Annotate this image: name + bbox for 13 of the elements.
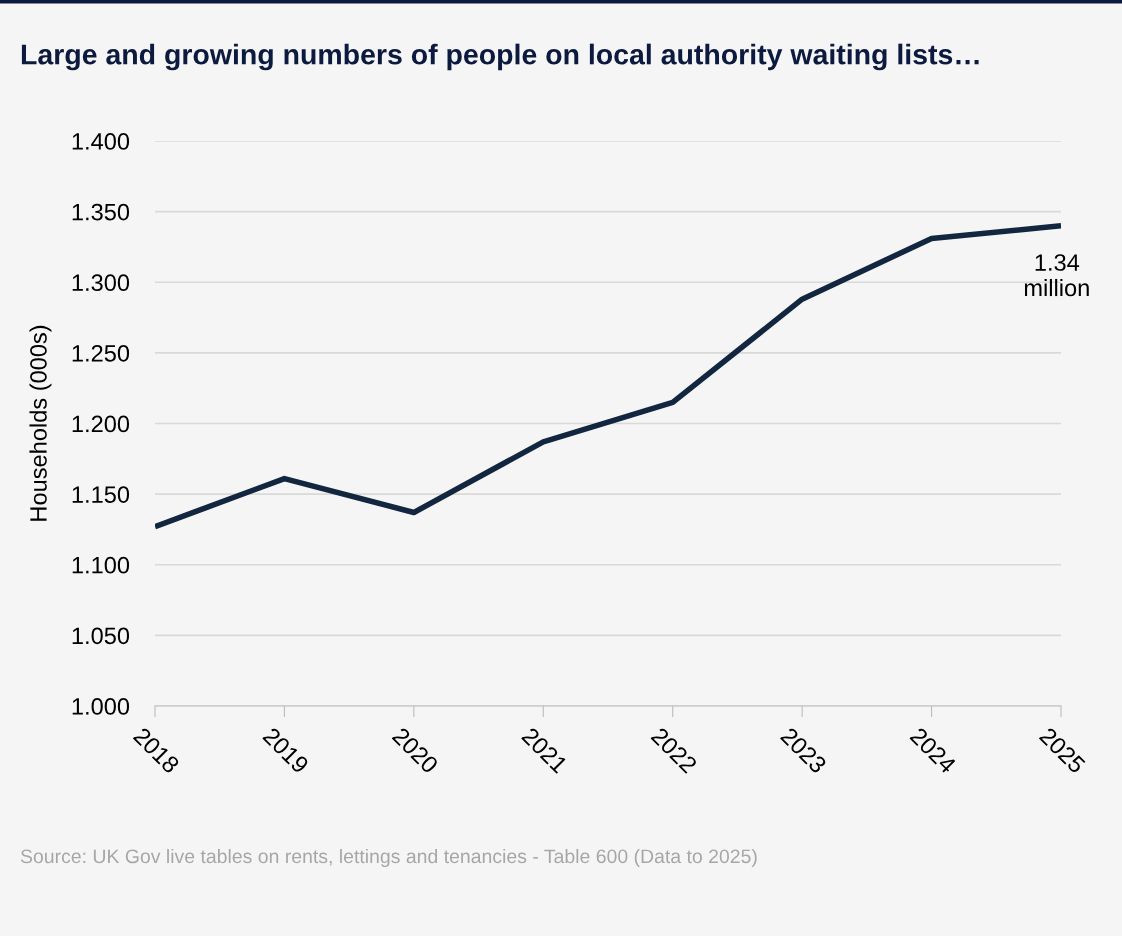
y-tick-label: 1.100	[72, 556, 130, 574]
y-tick-label: 1.150	[72, 486, 130, 503]
y-tick-label: 1.000	[72, 698, 130, 715]
y-tick-label: 1.050	[72, 627, 130, 645]
y-tick-label: 1.250	[72, 344, 130, 362]
y-tick-label: 1.350	[72, 203, 130, 221]
annotation: 1.34 million	[1024, 254, 1089, 297]
source-note: Source: UK Gov live tables on rents, lettings and tenancies - Table 600 (Data to 2025)	[20, 848, 757, 868]
y-tick-label: 1.200	[72, 415, 130, 433]
y-tick-label: 1.300	[72, 274, 130, 292]
y-axis-title: Households (000s)	[29, 325, 52, 521]
chart-title: Large and growing numbers of people on local authority waiting lists…	[21, 43, 979, 71]
y-tick-label: 1.400	[72, 133, 130, 150]
